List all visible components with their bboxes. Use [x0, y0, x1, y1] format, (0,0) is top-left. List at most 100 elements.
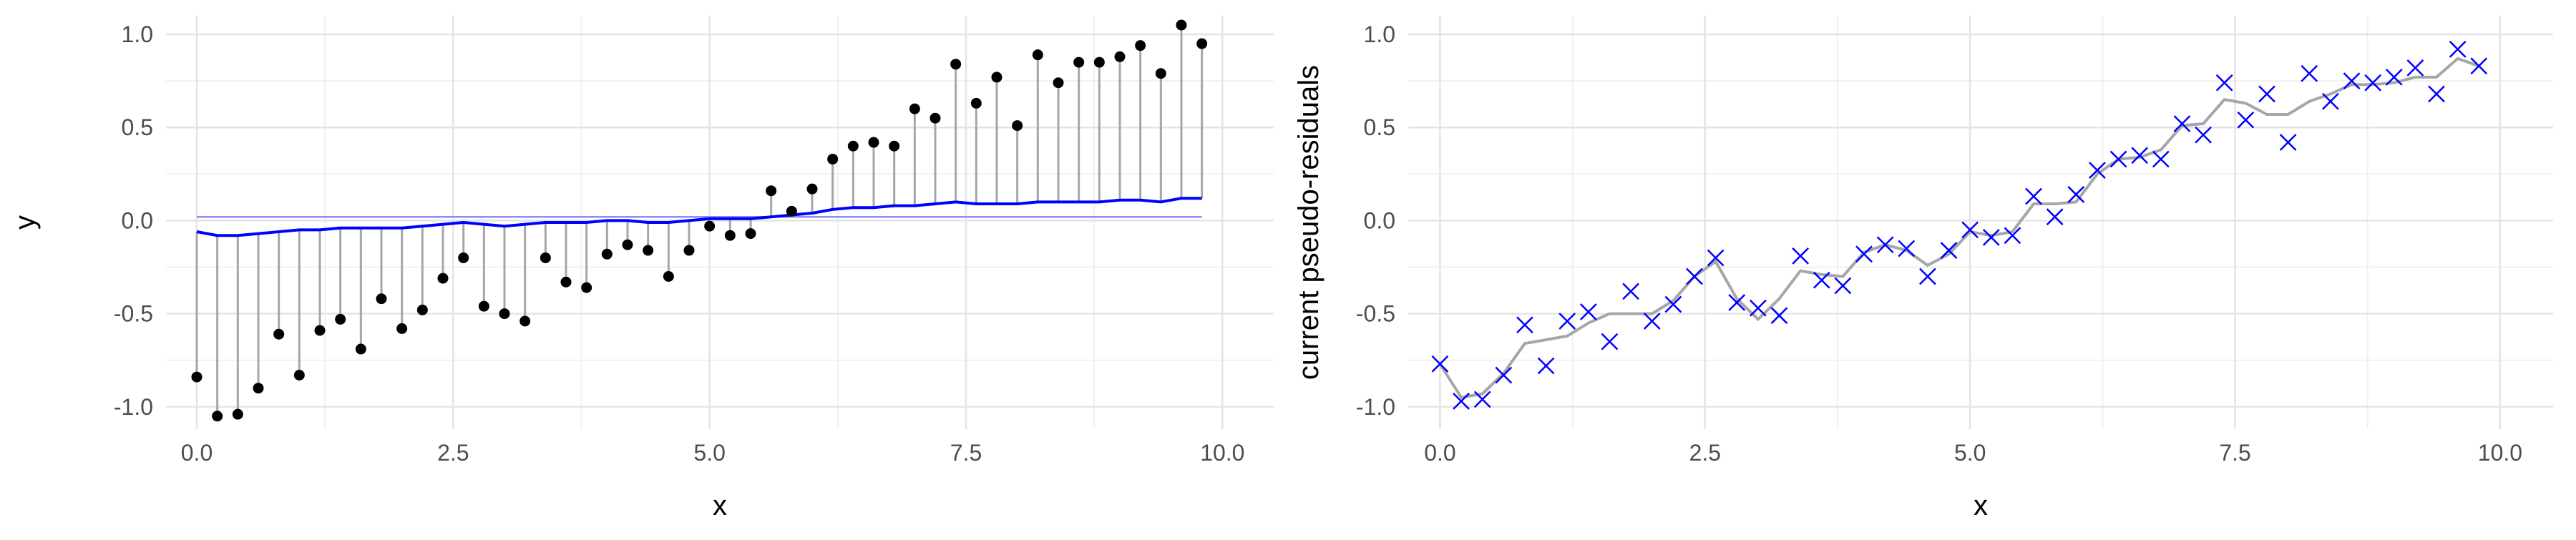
data-point [314, 325, 326, 336]
data-point [786, 205, 797, 217]
residual-marker [1537, 357, 1555, 375]
residual-marker [1453, 393, 1470, 410]
data-point [191, 371, 203, 383]
data-point [1012, 120, 1023, 132]
residual-marker [2195, 126, 2212, 144]
data-point [396, 323, 408, 334]
data-point [868, 137, 879, 148]
data-point [991, 72, 1002, 83]
data-point [437, 273, 449, 284]
data-point [683, 245, 695, 256]
data-point [253, 383, 264, 394]
residual-marker [1728, 294, 1746, 311]
residual-marker [1579, 303, 1597, 320]
residual-marker [1643, 313, 1661, 330]
plot-marks [191, 19, 1208, 422]
data-point [1196, 38, 1208, 49]
y-tick-label: 0.5 [122, 114, 153, 140]
data-point [560, 276, 572, 288]
x-tick-label: 7.5 [2219, 440, 2250, 466]
y-tick-label: 0.0 [122, 207, 153, 233]
residual-marker [2131, 147, 2149, 165]
plot-marks [1431, 40, 2488, 410]
data-point [643, 245, 654, 256]
data-point [930, 112, 941, 124]
residual-marker [1898, 240, 1916, 257]
data-point [416, 304, 428, 315]
residual-marker [1792, 247, 1810, 265]
data-point [1093, 57, 1105, 68]
residual-marker [2406, 59, 2424, 77]
y-tick-label: 1.0 [122, 21, 153, 47]
residual-marker [2004, 227, 2021, 245]
data-point [519, 315, 531, 327]
residual-marker [2215, 74, 2233, 92]
x-tick-label: 0.0 [181, 440, 213, 466]
left-panel-stem-plot: 0.0 2.5 5.0 7.5 10.0 -1.0 -0.5 0.0 0.5 1.0 x y [9, 16, 1274, 521]
smooth-line [1438, 57, 2479, 399]
data-point [724, 230, 736, 241]
residual-marker [1750, 299, 1767, 317]
data-point [847, 140, 859, 152]
residual-marker [2470, 57, 2488, 75]
residual-marker [1707, 249, 1724, 267]
data-point [335, 313, 346, 325]
x-tick-label: 5.0 [1954, 440, 1986, 466]
residual-marker [1813, 271, 1830, 289]
residual-marker [2343, 72, 2361, 90]
y-tick-label: 0.0 [1364, 207, 1395, 233]
residual-marker [2449, 40, 2467, 58]
data-point [212, 411, 223, 422]
data-point [1155, 68, 1166, 79]
data-point [909, 103, 920, 114]
residual-marker [2089, 162, 2106, 179]
data-point [376, 293, 387, 305]
y-tick-label: -1.0 [1356, 394, 1395, 420]
data-point [478, 300, 489, 312]
residual-marker [2109, 150, 2127, 168]
x-tick-label: 10.0 [1200, 440, 1244, 466]
y-axis-title: current pseudo-residuals [1293, 65, 1324, 380]
right-panel-pseudo-residuals: 0.0 2.5 5.0 7.5 10.0 -1.0 -0.5 0.0 0.5 1.0 x curren… [1293, 16, 2553, 521]
residual-marker [1495, 366, 1513, 384]
x-tick-label: 10.0 [2478, 440, 2522, 466]
data-point [704, 220, 716, 232]
residual-marker [1834, 277, 1852, 295]
data-point [827, 153, 839, 165]
data-point [581, 282, 592, 293]
residual-marker [1558, 313, 1576, 330]
data-point [745, 228, 756, 240]
data-point [663, 271, 674, 283]
data-point [1073, 57, 1085, 68]
data-point [355, 343, 366, 355]
x-tick-label: 0.0 [1424, 440, 1455, 466]
data-point [273, 328, 285, 340]
data-point [458, 252, 469, 263]
x-tick-label: 2.5 [437, 440, 469, 466]
residual-marker [1601, 333, 1619, 350]
residual-marker [2025, 187, 2042, 205]
residual-marker [2385, 69, 2403, 86]
residual-marker [2279, 134, 2297, 151]
residual-marker [1770, 307, 1788, 325]
y-tick-label: -1.0 [114, 394, 153, 420]
residual-marker [1516, 316, 1533, 334]
data-point [1053, 77, 1064, 89]
residual-marker [1664, 295, 1682, 313]
residual-marker [2237, 111, 2255, 129]
x-axis-title: x [1974, 490, 1988, 521]
x-tick-label: 2.5 [1689, 440, 1721, 466]
data-point [293, 369, 305, 381]
y-tick-label: 1.0 [1364, 21, 1395, 47]
plot-background [1408, 16, 2553, 429]
data-point [889, 140, 900, 152]
residual-marker [2322, 92, 2339, 110]
grid-lines [1408, 16, 2553, 429]
data-point [970, 97, 982, 109]
data-point [499, 308, 510, 320]
data-point [806, 183, 818, 195]
residual-marker [2428, 85, 2445, 103]
residual-marker [1622, 283, 1639, 300]
